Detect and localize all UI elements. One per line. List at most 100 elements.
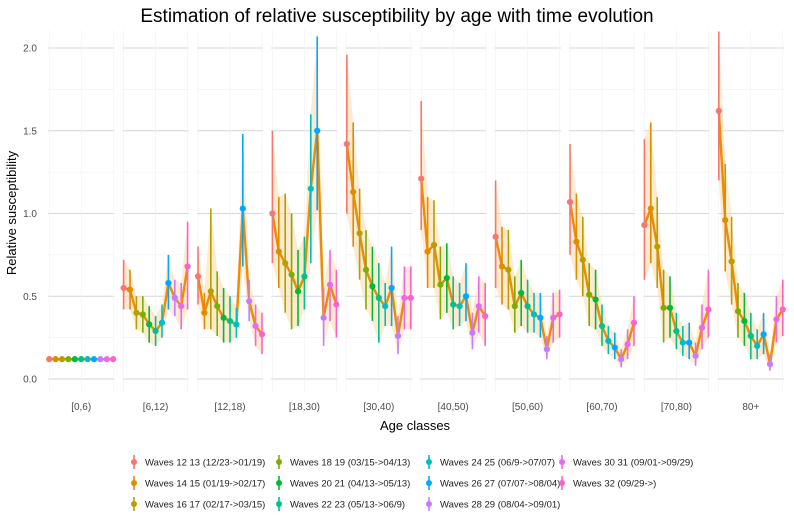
legend-label: Waves 26 27 (07/07->08/04) xyxy=(440,479,560,490)
data-point xyxy=(492,233,499,240)
data-point xyxy=(388,284,395,292)
data-point xyxy=(120,284,127,292)
y-tick-label: 2.0 xyxy=(23,44,37,55)
data-point xyxy=(314,127,321,134)
point-layer xyxy=(46,107,786,368)
data-point xyxy=(178,303,185,310)
data-point xyxy=(647,205,654,212)
y-tick-label: 0.0 xyxy=(23,375,37,386)
data-point xyxy=(233,321,240,328)
data-point xyxy=(65,356,72,363)
legend-label: Waves 18 19 (03/15->04/13) xyxy=(290,458,410,469)
data-point xyxy=(52,356,59,363)
legend-key-point xyxy=(426,480,432,486)
data-point xyxy=(754,342,761,349)
x-tick-label: 80+ xyxy=(742,402,759,413)
data-point xyxy=(692,352,699,359)
data-point xyxy=(511,303,518,310)
data-point xyxy=(556,311,563,318)
data-point xyxy=(194,273,202,280)
legend-key-point xyxy=(276,480,282,486)
data-point xyxy=(586,291,593,298)
data-point xyxy=(126,286,134,293)
legend-key-point xyxy=(131,459,137,465)
data-point xyxy=(307,185,314,192)
data-point xyxy=(779,306,786,313)
data-point xyxy=(362,266,370,273)
legend-label: Waves 14 15 (01/19->02/17) xyxy=(145,479,265,490)
data-point xyxy=(592,296,599,303)
legend-label: Waves 28 29 (08/04->09/01) xyxy=(440,500,560,511)
data-point xyxy=(407,294,414,302)
data-point xyxy=(382,303,389,310)
data-point xyxy=(343,140,350,148)
data-point xyxy=(394,332,402,340)
data-point xyxy=(133,309,140,316)
data-point xyxy=(505,266,512,273)
data-point xyxy=(437,281,444,288)
data-point xyxy=(611,344,618,351)
x-tick-label: [12,18) xyxy=(214,402,245,413)
data-point xyxy=(598,322,606,330)
data-point xyxy=(605,337,612,345)
x-tick-label: [70,80) xyxy=(661,402,692,413)
data-point xyxy=(171,294,178,302)
y-axis-title: Relative susceptibility xyxy=(4,150,19,275)
legend-key-point xyxy=(559,459,565,465)
x-tick-label: [6,12) xyxy=(143,402,169,413)
data-point xyxy=(443,274,450,282)
legend-label: Waves 12 13 (12/23->01/19) xyxy=(145,458,265,469)
data-point xyxy=(220,314,227,321)
legend-label: Waves 20 21 (04/13->05/13) xyxy=(290,479,410,490)
data-point xyxy=(679,339,686,346)
legend-key-point xyxy=(276,459,282,465)
confidence-ribbon xyxy=(123,221,188,346)
legend-key-point xyxy=(276,501,282,507)
data-point xyxy=(773,316,780,323)
data-point xyxy=(71,356,78,363)
data-point xyxy=(686,339,693,346)
data-point xyxy=(288,271,295,278)
data-point xyxy=(97,356,104,363)
x-tick-label: [0,6) xyxy=(71,402,91,413)
data-point xyxy=(301,273,308,280)
legend-key-point xyxy=(426,459,432,465)
data-point xyxy=(654,243,661,250)
data-point xyxy=(698,324,706,331)
data-point xyxy=(320,314,327,321)
data-point xyxy=(760,331,767,338)
data-point xyxy=(530,311,538,318)
data-point xyxy=(252,322,259,330)
axis-layer: 0.0 0.5 1.0 1.5 2.0 [0,6) [6,12) [12,18) [18,30)… xyxy=(23,44,759,414)
data-point xyxy=(734,308,742,315)
confidence-ribbon xyxy=(421,100,486,350)
data-point xyxy=(58,356,66,363)
data-point xyxy=(566,198,574,206)
data-point xyxy=(78,356,85,363)
data-point xyxy=(239,205,246,212)
data-point xyxy=(618,356,625,363)
legend-label: Waves 22 23 (05/13->06/9) xyxy=(290,500,405,511)
x-tick-label: [50,60) xyxy=(512,402,543,413)
data-point xyxy=(518,289,525,297)
data-point xyxy=(728,258,735,265)
data-point xyxy=(741,317,748,325)
data-point xyxy=(418,175,425,182)
data-point xyxy=(84,356,91,363)
data-point xyxy=(369,283,376,290)
data-point xyxy=(624,341,631,348)
data-point xyxy=(766,361,774,368)
data-point xyxy=(430,241,438,249)
data-point xyxy=(139,311,146,318)
data-point xyxy=(207,288,214,295)
legend-label: Waves 16 17 (02/17->03/15) xyxy=(145,500,265,511)
data-point xyxy=(184,263,191,270)
data-point xyxy=(356,230,363,237)
data-point xyxy=(146,321,153,328)
confidence-ribbon xyxy=(346,54,411,355)
x-tick-label: [60,70) xyxy=(586,402,617,413)
data-point xyxy=(630,319,638,326)
data-point xyxy=(475,303,482,310)
data-point xyxy=(660,304,667,311)
